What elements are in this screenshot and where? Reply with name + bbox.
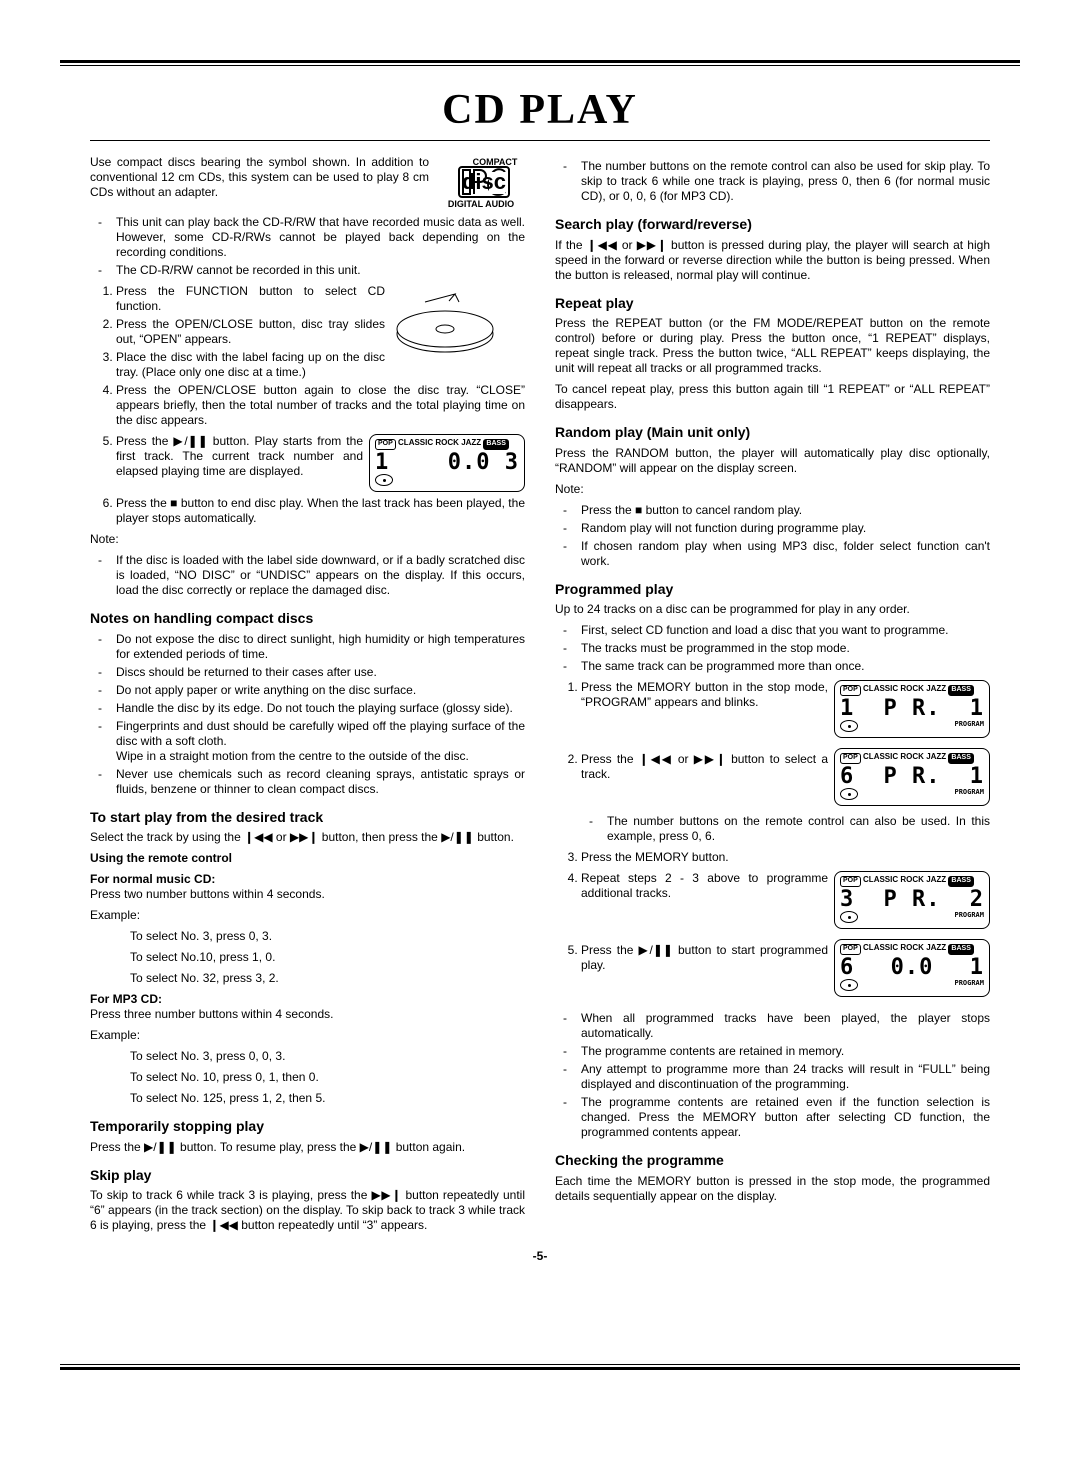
random-note-label: Note: <box>555 482 990 497</box>
list-item: The number buttons on the remote control… <box>581 159 990 204</box>
section-repeat: Repeat play <box>555 295 990 313</box>
search-text: If the ❙◀◀ or ▶▶❙ button is pressed duri… <box>555 238 990 283</box>
section-search: Search play (forward/reverse) <box>555 216 990 234</box>
list-item: Press the MEMORY button. <box>581 850 990 865</box>
list-item: Press the OPEN/CLOSE button again to clo… <box>116 383 525 428</box>
mp3-text: Press three number buttons within 4 seco… <box>90 1007 525 1022</box>
disc-icon <box>840 979 858 991</box>
section-checking: Checking the programme <box>555 1152 990 1170</box>
list-item: Press the ■ button to end disc play. Whe… <box>116 496 525 526</box>
list-item: Press the ■ button to cancel random play… <box>581 503 990 518</box>
repeat-text-1: Press the REPEAT button (or the FM MODE/… <box>555 316 990 376</box>
list-item: Never use chemicals such as record clean… <box>116 767 525 797</box>
repeat-text-2: To cancel repeat play, press this button… <box>555 382 990 412</box>
intro-text: Use compact discs bearing the symbol sho… <box>90 155 429 200</box>
list-item: The tracks must be programmed in the sto… <box>581 641 990 656</box>
title-rule <box>90 140 990 141</box>
svg-text:disc: disc <box>462 169 506 194</box>
cd-tray-illustration <box>385 284 525 364</box>
lcd-display-prog-1: POP CLASSIC ROCK JAZZ BASS 1 P R. 1 PROG… <box>834 680 990 738</box>
svg-text:DIGITAL AUDIO: DIGITAL AUDIO <box>448 199 514 209</box>
random-text: Press the RANDOM button, the player will… <box>555 446 990 476</box>
list-item: The CD-R/RW cannot be recorded in this u… <box>116 263 525 278</box>
disc-icon <box>375 474 393 486</box>
left-column: Use compact discs bearing the symbol sho… <box>90 155 525 1239</box>
list-item: The programme contents are retained even… <box>581 1095 990 1140</box>
section-programmed: Programmed play <box>555 581 990 599</box>
prog-steps-list-3: Press the MEMORY button. <box>555 850 990 865</box>
preset-pop-badge: POP <box>375 439 396 450</box>
example-item: To select No. 10, press 0, 1, then 0. <box>130 1070 525 1085</box>
disc-icon <box>840 788 858 800</box>
note-label: Note: <box>90 532 525 547</box>
remote-heading: Using the remote control <box>90 851 525 866</box>
section-random: Random play (Main unit only) <box>555 424 990 442</box>
list-item: The number buttons on the remote control… <box>607 814 990 844</box>
temp-text: Press the ▶/❚❚ button. To resume play, p… <box>90 1140 525 1155</box>
prog-prep-list: First, select CD function and load a dis… <box>555 623 990 674</box>
right-column: The number buttons on the remote control… <box>555 155 990 1239</box>
normal-example-label: Example: <box>90 908 525 923</box>
lcd-display-prog-3: POP CLASSIC ROCK JAZZ BASS 3 P R. 2 PROG… <box>834 871 990 929</box>
list-item: When all programmed tracks have been pla… <box>581 1011 990 1041</box>
for-mp3-heading: For MP3 CD: <box>90 992 525 1007</box>
lcd-display-prog-2: POP CLASSIC ROCK JAZZ BASS 6 P R. 1 PROG… <box>834 748 990 806</box>
display-track: 1 <box>375 452 389 474</box>
for-normal-heading: For normal music CD: <box>90 872 525 887</box>
list-item: Do not apply paper or write anything on … <box>116 683 525 698</box>
example-item: To select No. 32, press 3, 2. <box>130 971 525 986</box>
check-text: Each time the MEMORY button is pressed i… <box>555 1174 990 1204</box>
list-item: Handle the disc by its edge. Do not touc… <box>116 701 525 716</box>
mp3-example-label: Example: <box>90 1028 525 1043</box>
list-item: The same track can be programmed more th… <box>581 659 990 674</box>
handling-list: Do not expose the disc to direct sunligh… <box>90 632 525 797</box>
prog-intro: Up to 24 tracks on a disc can be program… <box>555 602 990 617</box>
page-number: -5- <box>90 1249 990 1263</box>
intro-bullet-list: This unit can play back the CD-R/RW that… <box>90 215 525 278</box>
list-item: Random play will not function during pro… <box>581 521 990 536</box>
list-item: Do not expose the disc to direct sunligh… <box>116 632 525 662</box>
svg-text:COMPACT: COMPACT <box>473 157 518 167</box>
section-temp-stop: Temporarily stopping play <box>90 1118 525 1136</box>
prog-after-list: When all programmed tracks have been pla… <box>555 1011 990 1140</box>
list-item: First, select CD function and load a dis… <box>581 623 990 638</box>
list-item: Any attempt to programme more than 24 tr… <box>581 1062 990 1092</box>
prog-step2-sublist: The number buttons on the remote control… <box>581 814 990 844</box>
skip-extra-list: The number buttons on the remote control… <box>555 159 990 204</box>
skip-text: To skip to track 6 while track 3 is play… <box>90 1188 525 1233</box>
note-list: If the disc is loaded with the label sid… <box>90 553 525 598</box>
section-startplay: To start play from the desired track <box>90 809 525 827</box>
example-item: To select No.10, press 1, 0. <box>130 950 525 965</box>
list-item: If the disc is loaded with the label sid… <box>116 553 525 598</box>
disc-icon <box>840 720 858 732</box>
disc-icon <box>840 911 858 923</box>
example-item: To select No. 3, press 0, 3. <box>130 929 525 944</box>
example-item: To select No. 3, press 0, 0, 3. <box>130 1049 525 1064</box>
section-handling: Notes on handling compact discs <box>90 610 525 628</box>
preset-bass-badge: BASS <box>483 439 508 450</box>
list-item: Fingerprints and dust should be carefull… <box>116 719 525 764</box>
random-notes-list: Press the ■ button to cancel random play… <box>555 503 990 569</box>
page-title: CD PLAY <box>90 86 990 134</box>
section-skip: Skip play <box>90 1167 525 1185</box>
lcd-display-1: POP CLASSIC ROCK JAZZ BASS 1 0.0 3 <box>369 434 525 492</box>
list-item: Discs should be returned to their cases … <box>116 665 525 680</box>
list-item: If chosen random play when using MP3 dis… <box>581 539 990 569</box>
normal-text: Press two number buttons within 4 second… <box>90 887 525 902</box>
lcd-display-prog-4: POP CLASSIC ROCK JAZZ BASS 6 0.0 1 PROGR… <box>834 939 990 997</box>
list-item: This unit can play back the CD-R/RW that… <box>116 215 525 260</box>
display-time: 0.0 3 <box>448 452 519 474</box>
example-item: To select No. 125, press 1, 2, then 5. <box>130 1091 525 1106</box>
list-item: The programme contents are retained in m… <box>581 1044 990 1059</box>
compact-disc-logo: COMPACT disc DIGITAL AUDIO <box>437 155 525 211</box>
startplay-text: Select the track by using the ❙◀◀ or ▶▶❙… <box>90 830 525 845</box>
